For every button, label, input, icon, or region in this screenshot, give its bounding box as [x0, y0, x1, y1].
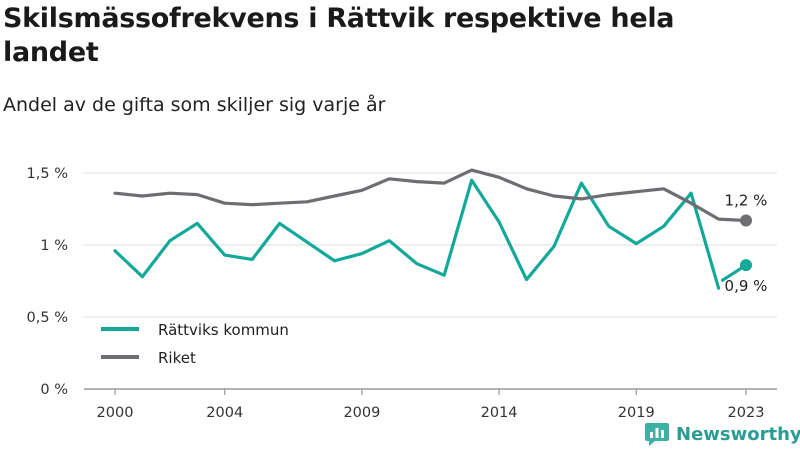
- brand-name: Newsworthy: [676, 423, 800, 445]
- y-tick-label: 0,5 %: [27, 310, 68, 326]
- brand-logo: Newsworthy: [644, 420, 800, 448]
- x-tick-label: 2019: [618, 405, 655, 421]
- x-tick-label: 2023: [728, 405, 765, 421]
- chart-title: Skilsmässofrekvens i Rättvik respektive …: [3, 3, 675, 68]
- series-end-label: 0,9 %: [725, 277, 768, 295]
- series-end-marker: [740, 259, 752, 272]
- legend-label: Riket: [158, 349, 196, 367]
- legend-label: Rättviks kommun: [158, 321, 289, 339]
- series-end-marker: [740, 214, 752, 227]
- series-line-riket: [113, 168, 748, 223]
- x-tick-label: 2009: [343, 405, 380, 421]
- newsworthy-logo-icon: [645, 423, 669, 446]
- series-end-label: 1,2 %: [725, 192, 768, 210]
- y-tick-label: 1 %: [40, 238, 68, 254]
- chart-subtitle: Andel av de gifta som skiljer sig varje …: [3, 94, 386, 116]
- x-tick-label: 2014: [481, 405, 518, 421]
- y-tick-label: 0 %: [40, 382, 68, 398]
- series-line-rattvik: [113, 178, 721, 290]
- y-tick-label: 1,5 %: [27, 166, 68, 182]
- x-tick-label: 2004: [206, 405, 243, 421]
- x-tick-label: 2000: [97, 405, 134, 421]
